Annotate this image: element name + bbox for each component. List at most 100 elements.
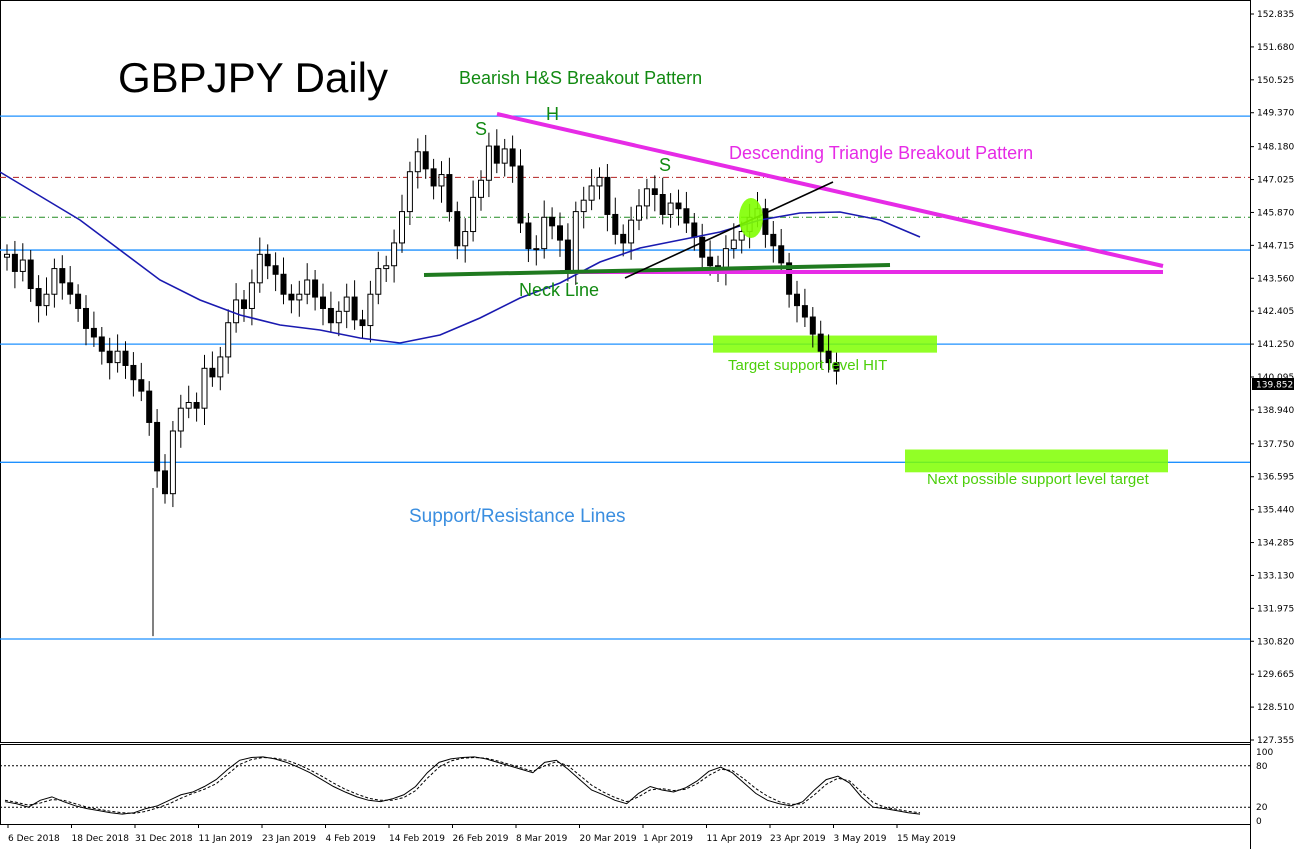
current-price-value: 139.852 [1256,381,1293,391]
date-tick-label: 23 Apr 2019 [770,834,826,844]
candle-body [248,282,255,309]
candle-body [651,188,658,196]
candle-body [83,307,89,329]
target-hit-label: Target support level HIT [728,357,887,374]
date-tick-label: 26 Feb 2019 [453,834,509,844]
candle-body [778,245,785,264]
date-tick-label: 1 Apr 2019 [643,834,693,844]
candle-body [564,239,571,272]
date-tick-label: 20 Mar 2019 [580,834,637,844]
price-tick-label: 130.820 [1257,637,1294,647]
candle-body [296,293,303,301]
date-tick-label: 23 Jan 2019 [262,834,316,844]
candle-body [533,248,540,251]
trend-line [624,181,834,279]
candle-body [509,148,516,167]
candle-body [438,174,445,187]
stoch-k-line [4,756,921,815]
candle-body [98,336,105,352]
date-tick-label: 18 Dec 2018 [72,834,130,844]
candle-body [335,310,342,324]
price-tick-label: 149.370 [1257,109,1294,119]
target-boxes [713,335,1168,473]
candle-body [90,327,97,338]
candle-body [612,213,619,235]
date-axis: 6 Dec 2018 18 Dec 2018 31 Dec 2018 11 Jan 2… [7,824,956,844]
oscillator-panel-frame [0,744,1251,825]
candle-body [256,253,263,284]
candle-body [11,253,18,272]
candle-body [667,202,674,215]
osc-tick-label: 20 [1256,803,1268,813]
candle-body [833,362,840,372]
candle-body [280,273,287,295]
candle-body [604,176,611,215]
candle-body [541,216,548,250]
price-tick-label: 142.405 [1257,307,1294,317]
price-tick-label: 151.680 [1257,43,1294,53]
neckline [423,263,891,277]
candle-body [327,307,334,324]
osc-tick-label: 100 [1256,748,1273,758]
triangle-label: Descending Triangle Breakout Pattern [729,143,1033,163]
candle-body [422,151,429,170]
dashdot-levels [0,176,1250,218]
osc-tick-label: 80 [1256,762,1268,772]
target-box-next [905,449,1168,473]
price-tick-label: 136.595 [1257,473,1294,483]
candle-body [201,367,208,409]
candle-body [517,165,524,224]
support-resistance-lines [0,115,1250,640]
candle-body [588,185,595,201]
price-tick-label: 150.525 [1257,76,1294,86]
candle-body [177,407,184,432]
candle-body [130,364,137,381]
candle-body [185,402,192,409]
chart-subtitle: Bearish H&S Breakout Pattern [459,68,702,88]
candle-body [722,248,729,270]
price-tick-label: 148.180 [1257,143,1294,153]
candle-body [462,231,469,247]
breakout-highlight [739,198,763,238]
date-tick-label: 3 May 2019 [834,834,887,844]
candle-body [636,205,642,221]
left-shoulder-label: S [475,119,487,139]
candle-body [51,268,58,295]
candle-body [312,279,319,298]
price-tick-label: 138.940 [1257,406,1294,416]
candle-body [620,233,627,244]
candle-body [383,265,390,270]
candle-body [367,293,374,327]
candle-body [478,179,484,198]
candle-body [217,356,224,378]
candle-body [730,239,737,250]
candle-body [162,470,168,495]
candle-body [501,148,508,164]
candle-body [351,296,358,321]
pattern-lines [423,112,1164,279]
date-tick-label: 11 Jan 2019 [199,834,253,844]
candle-body [628,219,635,244]
candle-body [809,316,816,335]
candle-body [320,296,326,309]
candle-body [264,253,271,267]
candle-body [801,305,808,318]
candle-body [794,293,800,307]
candle-body [406,171,413,213]
candle-body [359,319,366,327]
candle-body [399,211,405,244]
price-tick-label: 128.510 [1257,703,1294,713]
candle-body [225,322,232,358]
candle-body [691,222,698,238]
candle-body [343,296,350,312]
candle-body [35,288,42,307]
price-axis: 152.835 151.680 150.525 149.370 148.180 147.0… [1250,0,1294,849]
price-tick-label: 137.750 [1257,440,1294,450]
candle-body [4,253,10,258]
candle-body [391,242,398,267]
candle-body [659,194,666,215]
candle-body [414,151,421,173]
candle-body [43,293,50,307]
moving-average [0,171,921,344]
